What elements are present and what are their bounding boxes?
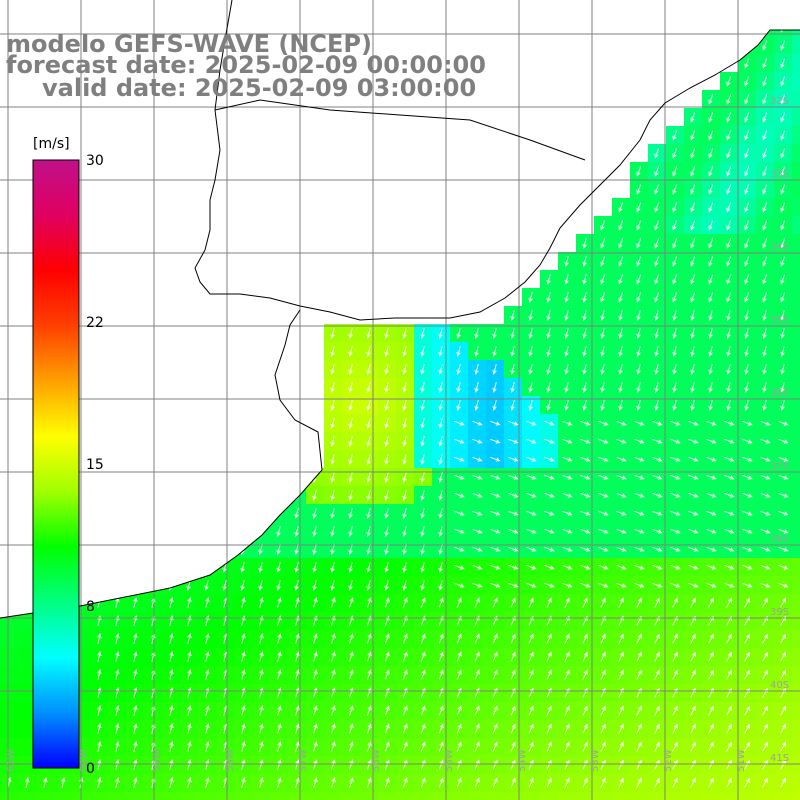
latitude-labels: 32S 33S 34S 35S 36S 37S 38S 39S 40S 41S [770, 96, 789, 764]
lat-label: 41S [770, 753, 789, 764]
lon-label: 52W [663, 749, 674, 772]
model-title: modelo GEFS-WAVE (NCEP) [6, 30, 372, 58]
lon-label: 54W [517, 749, 528, 772]
colorbar-tick-labels: 30 22 15 8 0 [86, 153, 104, 777]
colorbar-tick-label: 8 [86, 599, 95, 615]
colorbar-tick-label: 22 [86, 315, 104, 331]
lat-label: 33S [770, 169, 789, 180]
lon-label: 57W [298, 749, 309, 772]
lon-label: 51W [736, 749, 747, 772]
lat-label: 34S [770, 242, 789, 253]
longitude-labels: 61W 60W 59W 58W 57W 56W 55W 54W 53W 52W 51W [6, 749, 747, 772]
lon-label: 56W [371, 749, 382, 772]
colorbar-tick-label: 0 [86, 761, 95, 777]
lat-label: 40S [770, 680, 789, 691]
valid-date: valid date: 2025-02-09 03:00:00 [42, 74, 477, 102]
wind-arrows [7, 4, 789, 789]
lat-label: 39S [770, 607, 789, 618]
lat-label: 32S [770, 96, 789, 107]
lon-label: 59W [152, 749, 163, 772]
lon-label: 58W [225, 749, 236, 772]
colorbar-tick-label: 15 [86, 457, 104, 473]
forecast-date: forecast date: 2025-02-09 00:00:00 [6, 51, 486, 79]
lon-label: 60W [79, 749, 90, 772]
colorbar: [m/s] 30 22 15 8 0 [32, 136, 104, 777]
lat-label: 37S [770, 461, 789, 472]
coastline [0, 0, 800, 619]
lon-label: 61W [6, 749, 17, 772]
colorbar-unit: [m/s] [33, 136, 70, 152]
colorbar-ramp [32, 159, 80, 769]
colorbar-tick-label: 30 [86, 153, 104, 169]
lon-label: 53W [590, 749, 601, 772]
lat-label: 38S [770, 534, 789, 545]
lat-label: 36S [770, 388, 789, 399]
lon-label: 55W [444, 749, 455, 772]
lat-label: 35S [770, 315, 789, 326]
